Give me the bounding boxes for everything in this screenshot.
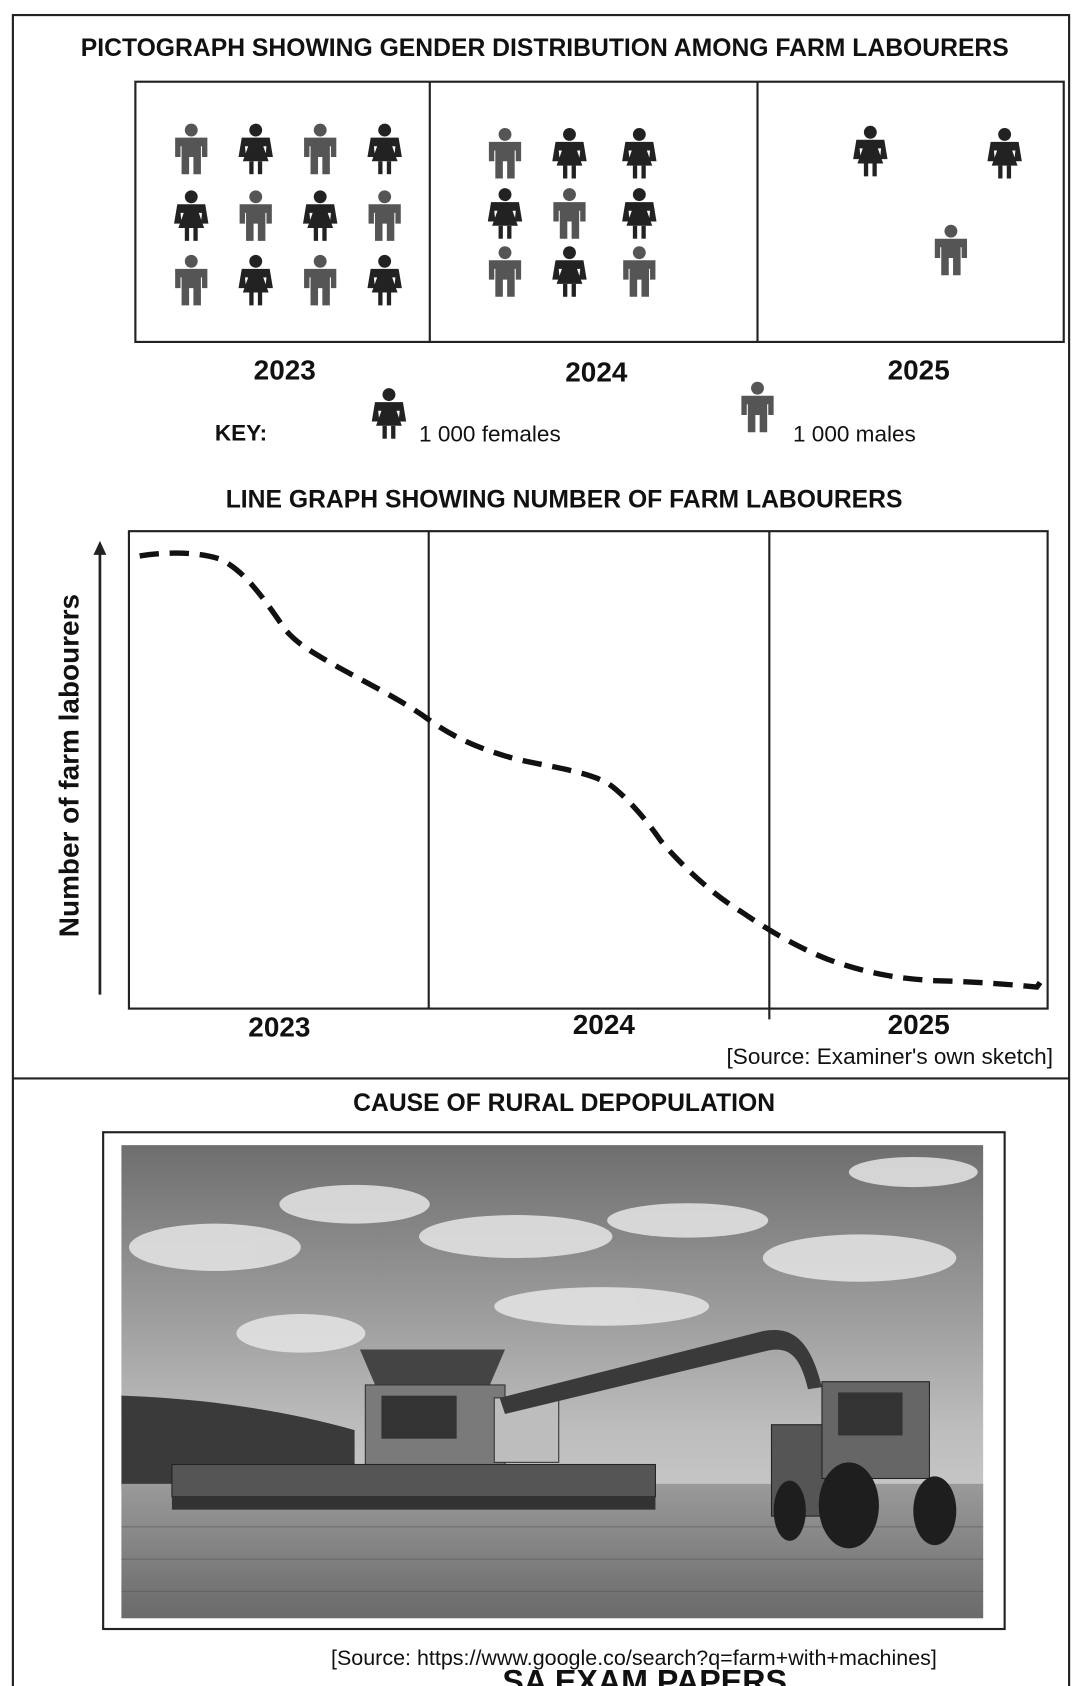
- line-graph-frame: [127, 530, 1049, 1020]
- key-heading: KEY:: [215, 420, 267, 445]
- year-label: 2023: [254, 354, 316, 385]
- key-male-icon: [741, 381, 774, 433]
- graph-source: [Source: Examiner's own sketch]: [727, 1044, 1053, 1069]
- photo-title: CAUSE OF RURAL DEPOPULATION: [353, 1090, 775, 1117]
- year-label: 2024: [565, 357, 628, 388]
- x-label: 2025: [888, 1009, 950, 1040]
- female-icon: [303, 190, 338, 241]
- photo-frame: [102, 1131, 1006, 1631]
- female-icon: [552, 246, 587, 297]
- female-icon: [367, 123, 402, 175]
- year-label: 2025: [888, 354, 950, 385]
- male-icon: [368, 190, 401, 241]
- page-border: [11, 13, 1071, 1686]
- female-icon: [367, 254, 402, 306]
- male-icon: [934, 224, 968, 276]
- female-icon: [853, 125, 888, 177]
- x-label: 2024: [573, 1009, 636, 1040]
- y-axis-label: Number of farm labourers: [53, 594, 84, 937]
- y-axis-arrow: [93, 540, 107, 995]
- male-icon: [175, 123, 208, 175]
- pictograph-frame: [134, 80, 1065, 344]
- female-icon: [622, 188, 657, 239]
- key-male: 1 000 males: [793, 421, 916, 446]
- x-label: 2023: [248, 1011, 310, 1042]
- pictograph-icons: [174, 123, 1022, 306]
- male-icon: [623, 246, 656, 297]
- photo: [121, 1145, 984, 1619]
- key-female: 1 000 females: [419, 421, 561, 446]
- female-icon: [552, 127, 587, 179]
- watermark: SA EXAM PAPERS: [502, 1663, 787, 1686]
- male-icon: [175, 254, 208, 306]
- female-icon: [174, 190, 209, 241]
- female-icon: [238, 254, 273, 306]
- photo-source: [Source: https://www.google.co/search?q=…: [331, 1646, 937, 1670]
- pictograph-title: PICTOGRAPH SHOWING GENDER DISTRIBUTION A…: [81, 35, 1009, 62]
- female-icon: [622, 127, 657, 179]
- line-graph-title: LINE GRAPH SHOWING NUMBER OF FARM LABOUR…: [226, 487, 903, 514]
- trend-line: [139, 550, 1047, 990]
- key-female-icon: [371, 388, 407, 439]
- male-icon: [304, 254, 337, 306]
- female-icon: [238, 123, 273, 175]
- male-icon: [488, 246, 522, 297]
- male-icon: [239, 190, 272, 241]
- male-icon: [304, 123, 337, 175]
- female-icon: [487, 188, 523, 239]
- female-icon: [987, 127, 1022, 179]
- male-icon: [553, 188, 586, 239]
- male-icon: [488, 127, 522, 179]
